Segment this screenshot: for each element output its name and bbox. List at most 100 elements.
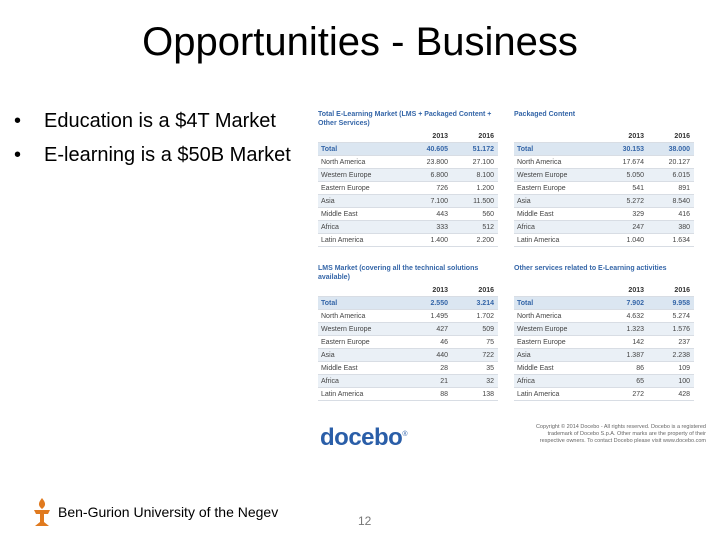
value-cell: 8.540 xyxy=(672,197,690,205)
value-cell: 560 xyxy=(482,210,494,218)
table-row: Middle East 86 109 xyxy=(514,362,694,375)
value-cell: 28 xyxy=(440,364,448,372)
region-cell: North America xyxy=(517,312,562,320)
value-cell: 86 xyxy=(636,364,644,372)
university-logo-icon xyxy=(34,498,50,526)
table-header: 2013 2016 xyxy=(318,284,498,297)
table-row: Asia 5.272 8.540 xyxy=(514,195,694,208)
value-cell: 46 xyxy=(440,338,448,346)
value-cell: 32 xyxy=(486,377,494,385)
region-cell: Asia xyxy=(517,351,531,359)
value-cell: 2.238 xyxy=(672,351,690,359)
table-row: Africa 65 100 xyxy=(514,375,694,388)
table-row: Eastern Europe 726 1.200 xyxy=(318,182,498,195)
table-body: Total 30.153 38.000 North America 17.674 20.1… xyxy=(514,143,694,247)
table-row: Asia 440 722 xyxy=(318,349,498,362)
value-cell: 138 xyxy=(482,390,494,398)
value-cell: 416 xyxy=(678,210,690,218)
region-cell: Africa xyxy=(517,223,535,231)
value-cell: 443 xyxy=(436,210,448,218)
region-cell: Middle East xyxy=(517,364,554,372)
table-body: Total 2.550 3.214 North America 1.495 1.702 We… xyxy=(318,297,498,401)
table-title: LMS Market (covering all the technical s… xyxy=(318,265,479,281)
value-cell: 440 xyxy=(436,351,448,359)
table-packaged-content: Packaged Content 2013 2016 Total 30.153 38.00… xyxy=(514,110,694,247)
value-cell: 4.632 xyxy=(626,312,644,320)
value-cell: 1.323 xyxy=(626,325,644,333)
column-header: 2016 xyxy=(478,286,494,294)
value-cell: 20.127 xyxy=(668,158,690,166)
table-body: Total 7.902 9.958 North America 4.632 5.274 We… xyxy=(514,297,694,401)
bullet-marker: • xyxy=(14,144,22,166)
value-cell: 30.153 xyxy=(622,145,644,153)
region-cell: Latin America xyxy=(517,236,560,244)
region-cell: Latin America xyxy=(321,236,364,244)
table-header: 2013 2016 xyxy=(514,130,694,143)
value-cell: 509 xyxy=(482,325,494,333)
value-cell: 329 xyxy=(632,210,644,218)
value-cell: 6.015 xyxy=(672,171,690,179)
table-row: Latin America 88 138 xyxy=(318,388,498,401)
value-cell: 512 xyxy=(482,223,494,231)
table-title: Total E-Learning Market (LMS + Packaged … xyxy=(318,111,492,127)
table-total-row: Total 30.153 38.000 xyxy=(514,143,694,156)
table-total-row: Total 2.550 3.214 xyxy=(318,297,498,310)
value-cell: 7.902 xyxy=(626,299,644,307)
table-row: Latin America 1.400 2.200 xyxy=(318,234,498,247)
region-cell: Eastern Europe xyxy=(517,184,566,192)
column-header: 2016 xyxy=(674,286,690,294)
market-tables-figure: Total E-Learning Market (LMS + Packaged … xyxy=(318,108,708,458)
table-row: Middle East 329 416 xyxy=(514,208,694,221)
value-cell: 65 xyxy=(636,377,644,385)
table-row: Africa 247 380 xyxy=(514,221,694,234)
table-row: North America 1.495 1.702 xyxy=(318,310,498,323)
table-row: Eastern Europe 541 891 xyxy=(514,182,694,195)
region-cell: North America xyxy=(517,158,562,166)
table-row: Latin America 1.040 1.634 xyxy=(514,234,694,247)
value-cell: 100 xyxy=(678,377,690,385)
value-cell: 5.050 xyxy=(626,171,644,179)
region-cell: Western Europe xyxy=(517,325,568,333)
table-title: Packaged Content xyxy=(514,111,576,118)
region-cell: Middle East xyxy=(517,210,554,218)
value-cell: 3.214 xyxy=(476,299,494,307)
page-number: 12 xyxy=(358,514,372,528)
region-cell: Total xyxy=(517,145,534,153)
value-cell: 9.958 xyxy=(672,299,690,307)
table-row: North America 23.800 27.100 xyxy=(318,156,498,169)
table-total-row: Total 40.605 51.172 xyxy=(318,143,498,156)
region-cell: Middle East xyxy=(321,364,358,372)
table-row: Western Europe 5.050 6.015 xyxy=(514,169,694,182)
value-cell: 1.702 xyxy=(476,312,494,320)
table-row: North America 17.674 20.127 xyxy=(514,156,694,169)
column-header: 2013 xyxy=(628,132,644,140)
bullet-item: • E-learning is a $50B Market xyxy=(14,138,291,172)
region-cell: Eastern Europe xyxy=(321,184,370,192)
table-other-services: Other services related to E-Learning act… xyxy=(514,264,694,401)
value-cell: 6.800 xyxy=(430,171,448,179)
value-cell: 8.100 xyxy=(476,171,494,179)
table-row: Middle East 28 35 xyxy=(318,362,498,375)
value-cell: 40.605 xyxy=(426,145,448,153)
value-cell: 247 xyxy=(632,223,644,231)
region-cell: Eastern Europe xyxy=(321,338,370,346)
value-cell: 428 xyxy=(678,390,690,398)
value-cell: 17.674 xyxy=(622,158,644,166)
region-cell: Africa xyxy=(517,377,535,385)
value-cell: 109 xyxy=(678,364,690,372)
logo-mark: ® xyxy=(402,431,408,438)
footer-institution: Ben-Gurion University of the Negev xyxy=(58,504,279,520)
value-cell: 1.576 xyxy=(672,325,690,333)
region-cell: Total xyxy=(321,299,338,307)
region-cell: North America xyxy=(321,312,366,320)
value-cell: 35 xyxy=(486,364,494,372)
value-cell: 1.200 xyxy=(476,184,494,192)
region-cell: Africa xyxy=(321,223,339,231)
table-row: Western Europe 427 509 xyxy=(318,323,498,336)
region-cell: Total xyxy=(321,145,338,153)
value-cell: 1.387 xyxy=(626,351,644,359)
region-cell: Middle East xyxy=(321,210,358,218)
column-header: 2013 xyxy=(628,286,644,294)
table-lms-market: LMS Market (covering all the technical s… xyxy=(318,264,498,401)
value-cell: 272 xyxy=(632,390,644,398)
